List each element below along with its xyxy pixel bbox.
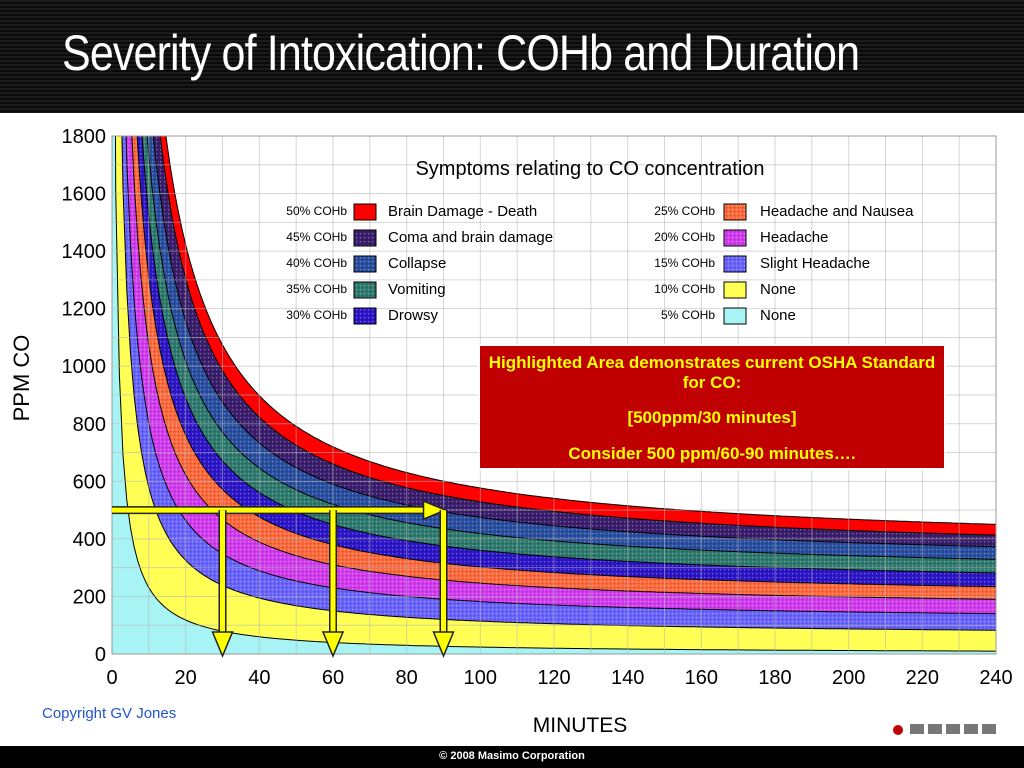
x-tick-label: 140 <box>611 667 644 689</box>
x-tick-label: 60 <box>322 667 344 689</box>
x-tick-label: 200 <box>832 667 865 689</box>
down-arrowhead <box>432 631 455 658</box>
legend-symptom-label: None <box>760 307 796 324</box>
x-tick-label: 100 <box>464 667 497 689</box>
x-tick-label: 120 <box>537 667 570 689</box>
osha-line-arrowhead <box>422 499 448 521</box>
legend-cohb-label: 30% COHb <box>286 308 347 322</box>
x-tick-label: 180 <box>758 667 791 689</box>
x-tick-label: 20 <box>175 667 197 689</box>
legend-symptom-label: Headache and Nausea <box>760 203 914 220</box>
legend-swatch <box>723 281 747 299</box>
y-tick-label: 1200 <box>62 299 107 321</box>
title-bar: Severity of Intoxication: COHb and Durat… <box>0 0 1024 113</box>
legend-swatch <box>723 307 747 325</box>
co-chart: 0 200 400 600 800 1000 1200 1400 1600 1800 0 20 40 60… <box>9 126 1013 737</box>
note-line-1: Highlighted Area demonstrates current OS… <box>488 353 936 392</box>
y-tick-label: 200 <box>73 586 106 608</box>
legend-swatch <box>353 203 377 221</box>
legend-cohb-label: 50% COHb <box>286 204 347 218</box>
legend-cohb-label: 25% COHb <box>654 204 715 218</box>
band-5-cohb <box>112 136 996 654</box>
band-10-cohb <box>112 136 996 654</box>
x-tick-label: 80 <box>396 667 418 689</box>
legend-swatch <box>723 229 747 247</box>
y-tick-label: 800 <box>73 414 106 436</box>
legend-swatch <box>353 307 377 325</box>
legend-symptom-label: Drowsy <box>388 307 439 324</box>
note-line-3: Consider 500 ppm/60-90 minutes…. <box>568 444 856 463</box>
legend-swatch <box>723 203 747 221</box>
footer-bar: © 2008 Masimo Corporation <box>0 746 1024 768</box>
x-tick-label: 220 <box>906 667 939 689</box>
y-tick-label: 1800 <box>62 126 107 148</box>
legend-cohb-label: 15% COHb <box>654 256 715 270</box>
y-tick-label: 1600 <box>62 184 107 206</box>
copyright-text: Copyright GV Jones <box>42 705 177 722</box>
legend-swatch <box>353 255 377 273</box>
y-tick-label: 0 <box>95 644 106 666</box>
legend-cohb-label: 40% COHb <box>286 256 347 270</box>
legend-symptom-label: Brain Damage - Death <box>388 203 537 220</box>
legend-swatch <box>353 281 377 299</box>
legend-swatch <box>353 229 377 247</box>
legend-swatch <box>723 255 747 273</box>
masimo-logo-icon <box>886 720 1024 744</box>
plot-border <box>111 135 997 655</box>
legend-symptom-label: Vomiting <box>388 281 446 298</box>
down-arrowhead <box>321 631 345 658</box>
legend-cohb-label: 5% COHb <box>661 308 715 322</box>
x-tick-label: 160 <box>685 667 718 689</box>
x-tick-label: 40 <box>248 667 270 689</box>
x-tick-label: 240 <box>979 667 1012 689</box>
legend-symptom-label: Collapse <box>388 255 446 272</box>
y-tick-label: 400 <box>73 529 106 551</box>
footer-text: © 2008 Masimo Corporation <box>439 750 585 762</box>
y-tick-label: 1000 <box>62 356 107 378</box>
legend-cohb-label: 45% COHb <box>286 230 347 244</box>
y-axis-label: PPM CO <box>9 335 34 422</box>
legend-cohb-label: 20% COHb <box>654 230 715 244</box>
legend-symptom-label: Headache <box>760 229 828 246</box>
chart-title: Symptoms relating to CO concentration <box>415 158 764 180</box>
page-title: Severity of Intoxication: COHb and Durat… <box>62 25 860 81</box>
legend-symptom-label: Coma and brain damage <box>388 229 553 246</box>
legend-symptom-label: None <box>760 281 796 298</box>
osha-note-box: Highlighted Area demonstrates current OS… <box>478 344 946 470</box>
y-tick-label: 1400 <box>62 241 107 263</box>
x-tick-label: 0 <box>106 667 117 689</box>
legend-cohb-label: 35% COHb <box>286 282 347 296</box>
legend-cohb-label: 10% COHb <box>654 282 715 296</box>
y-tick-label: 600 <box>73 471 106 493</box>
down-arrowhead <box>211 631 234 658</box>
x-axis-label: MINUTES <box>533 714 628 737</box>
note-line-2: [500ppm/30 minutes] <box>627 408 797 427</box>
legend-symptom-label: Slight Headache <box>760 255 870 272</box>
